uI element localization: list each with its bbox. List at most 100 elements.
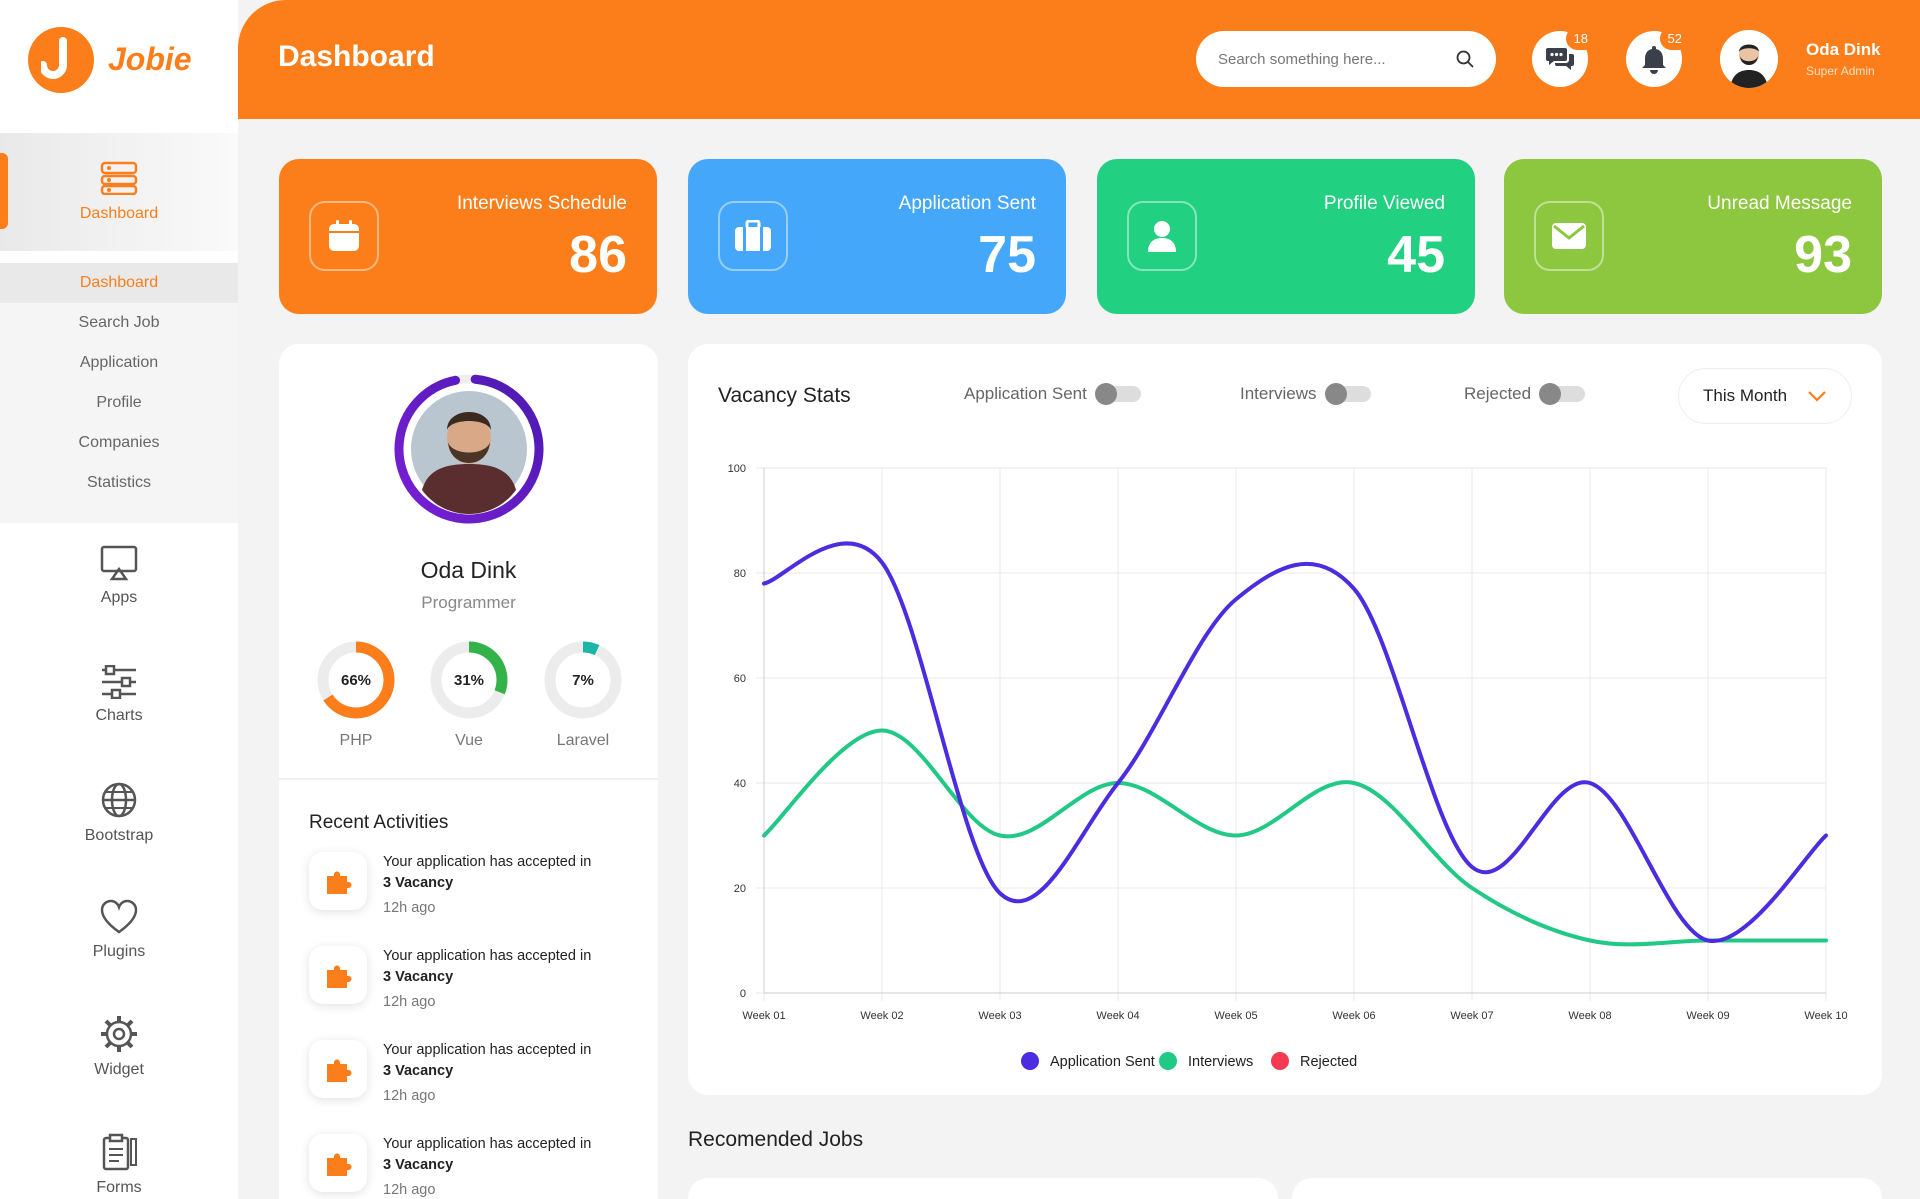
briefcase-icon bbox=[735, 220, 771, 251]
activity-icon-box bbox=[309, 1134, 367, 1192]
sidebar-item-label: Forms bbox=[96, 1179, 142, 1196]
submenu-item-application[interactable]: Application bbox=[79, 354, 159, 371]
heart-icon bbox=[100, 899, 138, 934]
sidebar-item-bootstrap[interactable]: Bootstrap bbox=[0, 781, 238, 845]
user-role: Super Admin bbox=[1806, 64, 1875, 78]
x-tick-label: Week 04 bbox=[1096, 1010, 1139, 1022]
gear-icon bbox=[101, 1016, 137, 1052]
sidebar-item-dashboard[interactable]: Dashboard bbox=[0, 133, 238, 251]
submenu-item-profile[interactable]: Profile bbox=[96, 394, 142, 411]
activity-text: Your application has accepted in 3 Vacanc… bbox=[383, 1042, 592, 1079]
envelope-icon bbox=[1552, 223, 1586, 249]
vacancy-stats-card: Vacancy Stats Application Sent Interview… bbox=[688, 344, 1882, 1095]
series-line-interviews bbox=[762, 728, 1828, 947]
toggle-switch[interactable] bbox=[1539, 383, 1586, 405]
globe-icon bbox=[101, 782, 137, 818]
stat-label: Profile Viewed bbox=[1323, 193, 1445, 214]
profile-role: Programmer bbox=[421, 593, 516, 612]
bell-icon bbox=[1642, 46, 1666, 74]
divider bbox=[279, 778, 658, 780]
job-card[interactable] bbox=[688, 1178, 1278, 1199]
toggle-application-sent[interactable]: Application Sent bbox=[964, 383, 1141, 405]
activity-text: Your application has accepted in 3 Vacanc… bbox=[383, 1136, 592, 1173]
period-value: This Month bbox=[1703, 386, 1788, 405]
sidebar-item-plugins[interactable]: Plugins bbox=[0, 899, 238, 961]
legend-label: Interviews bbox=[1188, 1054, 1253, 1070]
stat-card-profile-viewed[interactable]: Profile Viewed 45 bbox=[1097, 159, 1475, 314]
x-tick-label: Week 06 bbox=[1332, 1010, 1375, 1022]
stat-label: Application Sent bbox=[898, 193, 1036, 214]
stat-label: Interviews Schedule bbox=[456, 193, 627, 214]
toggle-switch[interactable] bbox=[1324, 383, 1371, 405]
legend-label: Application Sent bbox=[1050, 1054, 1155, 1070]
sidebar-item-label: Apps bbox=[100, 589, 138, 606]
x-tick-label: Week 05 bbox=[1214, 1010, 1257, 1022]
y-tick-label: 100 bbox=[728, 463, 746, 475]
stat-icon-box bbox=[1534, 201, 1604, 271]
period-dropdown[interactable]: This Month bbox=[1678, 368, 1852, 424]
sidebar-item-charts[interactable]: Charts bbox=[0, 665, 238, 725]
stat-card-interviews[interactable]: Interviews Schedule 86 bbox=[279, 159, 657, 314]
dashboard-submenu: Dashboard Search Job Application Profile… bbox=[0, 263, 238, 523]
puzzle-icon bbox=[327, 1059, 352, 1082]
puzzle-icon bbox=[327, 1153, 352, 1176]
legend-marker bbox=[1271, 1052, 1289, 1070]
notifications-button[interactable]: 52 bbox=[1626, 27, 1690, 87]
y-tick-label: 20 bbox=[734, 883, 746, 895]
clipboard-icon bbox=[102, 1133, 137, 1171]
sliders-icon bbox=[102, 665, 136, 699]
activity-time: 12h ago bbox=[383, 994, 436, 1010]
activity-time: 12h ago bbox=[383, 900, 436, 916]
vacancy-line-chart: 0 20 40 60 80 100 Week 01 Week 02 Week 03 Week 04… bbox=[728, 463, 1848, 1070]
toggle-switch[interactable] bbox=[1094, 383, 1141, 405]
sidebar-item-apps[interactable]: Apps bbox=[0, 545, 238, 607]
y-tick-label: 40 bbox=[734, 778, 746, 790]
sidebar-item-forms[interactable]: Forms bbox=[0, 1133, 238, 1197]
profile-avatar-ring bbox=[392, 372, 546, 526]
x-tick-label: Week 01 bbox=[742, 1010, 785, 1022]
sidebar-item-label: Charts bbox=[95, 707, 143, 724]
submenu-item-dashboard[interactable]: Dashboard bbox=[0, 263, 238, 303]
top-header: Dashboard 18 52 Oda Dink Super Admin bbox=[238, 0, 1920, 119]
activity-icon-box bbox=[309, 852, 367, 910]
submenu-item-companies[interactable]: Companies bbox=[78, 434, 160, 451]
puzzle-icon bbox=[327, 871, 352, 894]
monitor-icon bbox=[100, 545, 138, 581]
activity-time: 12h ago bbox=[383, 1088, 436, 1104]
search-box bbox=[1196, 31, 1496, 87]
stat-card-unread-messages[interactable]: Unread Message 93 bbox=[1504, 159, 1882, 314]
toggle-rejected[interactable]: Rejected bbox=[1464, 383, 1586, 405]
search-icon[interactable] bbox=[1456, 50, 1474, 68]
recommended-jobs-title: Recomended Jobs bbox=[688, 1128, 864, 1151]
search-input[interactable] bbox=[1218, 50, 1438, 68]
calendar-icon bbox=[329, 220, 359, 251]
series-line-application-sent bbox=[762, 541, 1828, 943]
job-card[interactable] bbox=[1292, 1178, 1882, 1199]
stat-icon-box bbox=[718, 201, 788, 271]
skill-vue: 31% Vue bbox=[429, 640, 509, 749]
legend-label: Rejected bbox=[1300, 1054, 1357, 1070]
active-indicator bbox=[0, 153, 8, 229]
skill-php: 66% PHP bbox=[316, 640, 396, 749]
submenu-item-statistics[interactable]: Statistics bbox=[86, 474, 151, 491]
dashboard-icon bbox=[100, 161, 138, 195]
messages-button[interactable]: 18 bbox=[1532, 27, 1596, 87]
skill-name: PHP bbox=[339, 732, 373, 749]
user-avatar[interactable] bbox=[1720, 30, 1778, 88]
notifications-count-badge: 52 bbox=[1659, 27, 1690, 50]
profile-card: Oda Dink Programmer 66% PHP 31% Vue 7% L… bbox=[279, 344, 658, 1199]
logo[interactable]: Jobie bbox=[0, 0, 238, 119]
messages-count-badge: 18 bbox=[1565, 27, 1596, 50]
profile-avatar[interactable] bbox=[411, 391, 527, 515]
chart-title: Vacancy Stats bbox=[718, 384, 851, 407]
toggle-interviews[interactable]: Interviews bbox=[1240, 383, 1371, 405]
submenu-item-search-job[interactable]: Search Job bbox=[78, 314, 160, 331]
activity-text: Your application has accepted in 3 Vacanc… bbox=[383, 948, 592, 985]
sidebar-item-label: Dashboard bbox=[79, 205, 159, 222]
user-name[interactable]: Oda Dink bbox=[1806, 40, 1881, 59]
skill-name: Laravel bbox=[556, 732, 610, 749]
stat-card-applications[interactable]: Application Sent 75 bbox=[688, 159, 1066, 314]
chevron-down-icon bbox=[1808, 391, 1826, 402]
x-tick-label: Week 02 bbox=[860, 1010, 903, 1022]
sidebar-item-widget[interactable]: Widget bbox=[0, 1015, 238, 1079]
